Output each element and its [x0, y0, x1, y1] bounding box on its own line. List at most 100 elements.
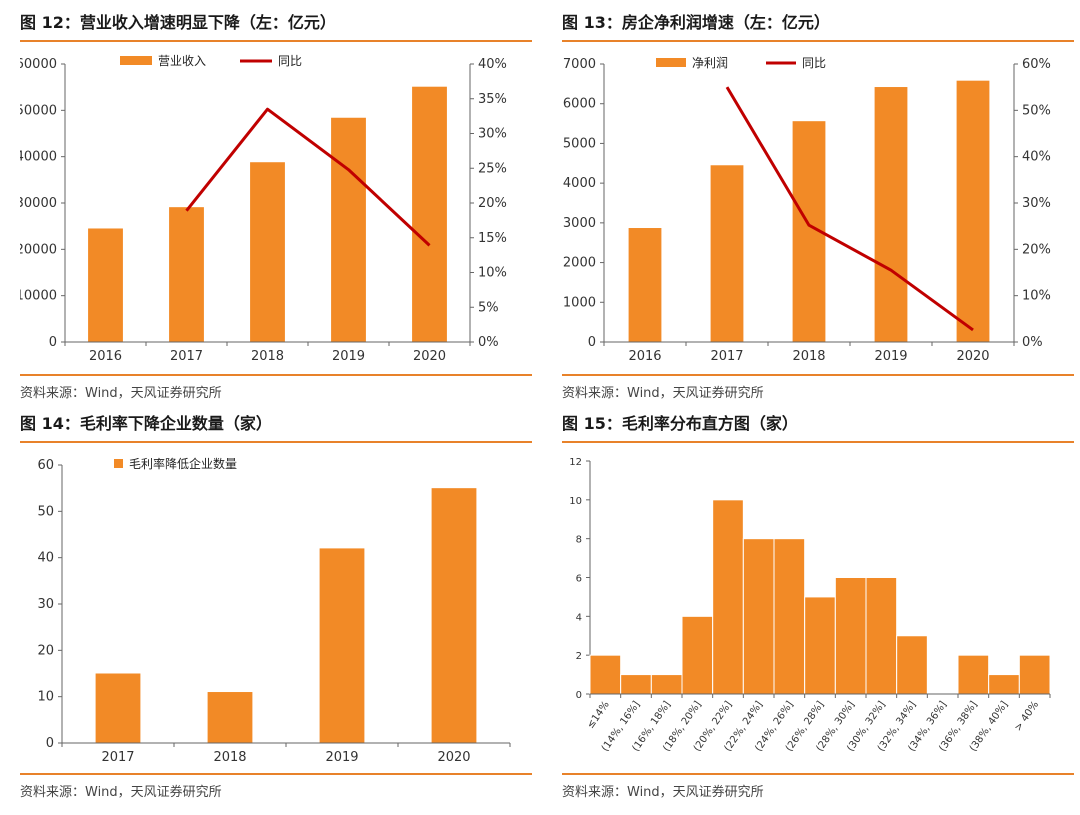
- bar: [589, 654, 622, 695]
- bar: [988, 674, 1020, 695]
- bar: [412, 86, 447, 342]
- y-tick-label-right: 30%: [478, 127, 507, 142]
- x-tick-label: 2020: [413, 349, 446, 364]
- figure-14-svg: 0 10 20 30 40 50 60 2017 2018 2019 2020 毛利率降低企业数量: [37, 456, 511, 765]
- legend-label: 营业收入: [158, 54, 206, 68]
- y-tick-label-left: 0: [46, 736, 54, 751]
- bar: [650, 674, 683, 695]
- line-series-yoy: [185, 107, 431, 247]
- bar: [95, 673, 141, 743]
- x-tick-label: ≤14%: [585, 699, 612, 730]
- title-rule: [20, 441, 532, 443]
- figure-15-source: 资料来源：Wind，天风证券研究所: [562, 785, 764, 800]
- x-tick-label: 2016: [89, 349, 122, 364]
- figure-15-chart: 0 2 4 6 8 10 12 ≤14% (14%, 16%] (16%, 18%] (18%, 2…: [562, 449, 1074, 777]
- y-tick-label-right: 20%: [1022, 242, 1051, 257]
- y-tick-label-left: 0: [576, 690, 582, 701]
- y-tick-label-left: 12: [569, 457, 582, 468]
- y-tick-label-right: 10%: [1022, 289, 1051, 304]
- y-tick-label-right: 50%: [1022, 103, 1051, 118]
- bar: [681, 615, 714, 695]
- y-tick-label-left: 40000: [20, 150, 57, 165]
- y-tick-label-left: 50: [37, 504, 54, 519]
- bar: [250, 162, 285, 342]
- figure-14-chart: 0 10 20 30 40 50 60 2017 2018 2019 2020 毛利率降低企业数量: [20, 449, 532, 777]
- figure-13-svg: 0 1000 2000 3000 4000 5000 6000 7000 0% 10% 20% 30%…: [563, 56, 1051, 364]
- bottom-rule: [562, 374, 1074, 376]
- figure-12-source: 资料来源：Wind，天风证券研究所: [20, 386, 222, 401]
- y-tick-label-left: 60000: [20, 57, 57, 72]
- x-tick-label: 2019: [874, 349, 907, 364]
- line-series-yoy: [725, 86, 974, 332]
- figure-13-title: 图 13：房企净利润增速（左：亿元）: [562, 13, 830, 32]
- bar: [874, 87, 908, 342]
- x-tick-label: > 40%: [1013, 699, 1041, 733]
- figure-14-title: 图 14：毛利率下降企业数量（家）: [20, 414, 272, 433]
- y-tick-label-right: 15%: [478, 231, 507, 246]
- x-tick-label: 2020: [437, 750, 470, 765]
- y-tick-label-left: 2000: [563, 256, 596, 271]
- x-tick-label: 2018: [792, 349, 825, 364]
- y-tick-label-left: 6000: [563, 97, 596, 112]
- x-tick-label: 2018: [251, 349, 284, 364]
- bar: [957, 654, 990, 695]
- y-tick-label-left: 30: [37, 597, 54, 612]
- y-tick-label-left: 20000: [20, 242, 57, 257]
- y-tick-label-left: 50000: [20, 103, 57, 118]
- bar: [620, 674, 652, 695]
- y-tick-label-left: 2: [576, 651, 582, 662]
- y-tick-label-left: 7000: [563, 57, 596, 72]
- x-tick-label: 2016: [628, 349, 661, 364]
- y-tick-label-left: 10: [569, 496, 582, 507]
- y-tick-label-right: 30%: [1022, 196, 1051, 211]
- x-tick-label: 2019: [325, 750, 358, 765]
- y-tick-label-left: 4000: [563, 176, 596, 191]
- legend-label: 毛利率降低企业数量: [129, 456, 237, 471]
- bar: [956, 80, 990, 343]
- legend-swatch-bar: [656, 58, 686, 67]
- y-tick-label-left: 8: [576, 535, 582, 546]
- figure-12-svg: 0 10000 20000 30000 40000 50000 60000 0% 5% 10% 15…: [16, 54, 507, 364]
- title-rule: [562, 40, 1074, 42]
- y-tick-label-right: 60%: [1022, 57, 1051, 72]
- y-tick-label-right: 35%: [478, 92, 507, 107]
- y-tick-label-left: 20: [37, 643, 54, 658]
- bar: [865, 577, 898, 695]
- y-tick-label-left: 5000: [563, 136, 596, 151]
- y-tick-label-left: 6: [576, 574, 582, 585]
- y-tick-label-right: 40%: [478, 57, 507, 72]
- title-rule: [562, 441, 1074, 443]
- bar: [1018, 654, 1051, 695]
- bar: [896, 635, 928, 695]
- y-tick-label-right: 0%: [478, 335, 499, 350]
- bar: [331, 117, 366, 342]
- y-tick-label-right: 20%: [478, 196, 507, 211]
- bottom-rule: [20, 374, 532, 376]
- bar: [804, 596, 836, 695]
- figure-12-title: 图 12：营业收入增速明显下降（左：亿元）: [20, 13, 336, 32]
- legend-swatch-bar: [114, 459, 123, 468]
- bottom-rule: [20, 773, 532, 775]
- x-tick-label: 2020: [956, 349, 989, 364]
- bar: [710, 165, 744, 342]
- y-tick-label-left: 3000: [563, 216, 596, 231]
- y-tick-label-right: 10%: [478, 266, 507, 281]
- title-rule: [20, 40, 532, 42]
- legend-label: 同比: [278, 54, 302, 68]
- legend-label: 净利润: [692, 56, 728, 70]
- bar: [773, 538, 806, 695]
- bottom-rule: [562, 773, 1074, 775]
- x-tick-label: 2017: [101, 750, 134, 765]
- bar: [628, 228, 662, 342]
- x-tick-label: 2018: [213, 750, 246, 765]
- y-tick-label-right: 40%: [1022, 150, 1051, 165]
- figure-13-chart: 0 1000 2000 3000 4000 5000 6000 7000 0% 10% 20% 30%…: [562, 48, 1074, 376]
- figure-13-source: 资料来源：Wind，天风证券研究所: [562, 386, 764, 401]
- y-tick-label-left: 10000: [20, 289, 57, 304]
- x-tick-label: 2019: [332, 349, 365, 364]
- y-tick-label-left: 60: [37, 458, 54, 473]
- figure-12-chart: 0 10000 20000 30000 40000 50000 60000 0% 5% 10% 15…: [16, 48, 532, 376]
- y-tick-label-left: 0: [49, 335, 57, 350]
- bar: [319, 548, 365, 743]
- bar: [834, 577, 867, 695]
